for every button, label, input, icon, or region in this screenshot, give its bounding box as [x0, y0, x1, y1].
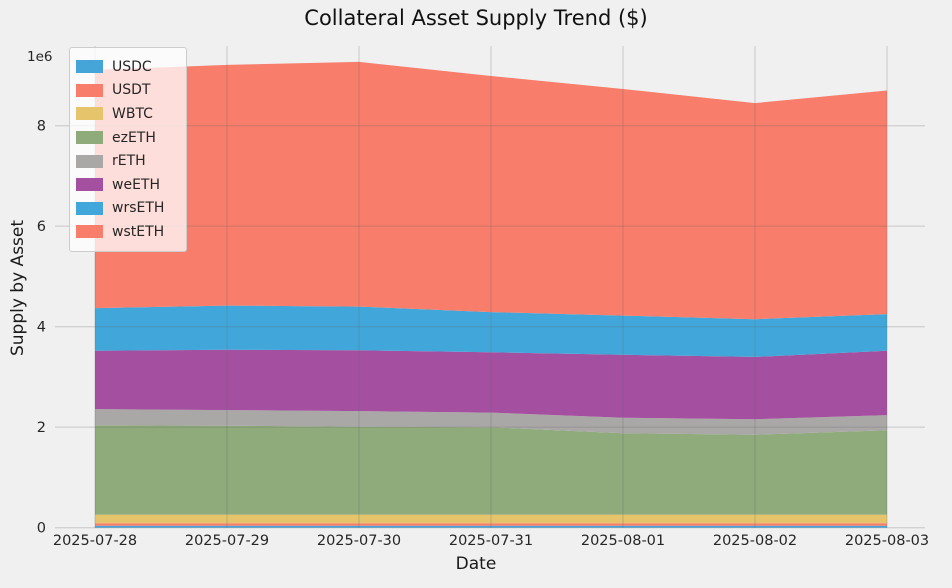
- legend-swatch-icon: [76, 225, 103, 239]
- legend-swatch-icon: [76, 60, 103, 74]
- x-tick-label: 2025-08-02: [713, 533, 797, 549]
- y-tick-label: 6: [37, 219, 46, 235]
- chart-legend: USDC USDT WBTC ezETH rETH weETH wrsETH wstETH: [69, 47, 187, 252]
- legend-swatch-icon: [76, 83, 103, 97]
- legend-swatch-icon: [76, 154, 103, 168]
- x-tick-label: 2025-08-03: [845, 533, 929, 549]
- area-ezETH: [95, 425, 887, 515]
- legend-item-wrsETH: wrsETH: [76, 197, 178, 221]
- area-rETH: [95, 409, 887, 435]
- legend-item-USDT: USDT: [76, 79, 178, 103]
- y-tick-label: 8: [37, 119, 46, 135]
- legend-swatch-icon: [76, 201, 103, 215]
- x-tick-label: 2025-07-29: [185, 533, 269, 549]
- legend-label: weETH: [112, 176, 160, 193]
- legend-label: ezETH: [112, 129, 156, 146]
- x-axis-label: Date: [455, 554, 497, 574]
- legend-label: USDC: [112, 58, 152, 75]
- x-tick-label: 2025-07-28: [53, 533, 137, 549]
- legend-item-rETH: rETH: [76, 149, 178, 173]
- legend-item-wstETH: wstETH: [76, 220, 178, 244]
- y-tick-label: 2: [37, 420, 46, 436]
- area-WBTC: [95, 514, 887, 524]
- y-axis-offset-label: 1e6: [27, 49, 53, 65]
- area-USDT: [95, 523, 887, 526]
- y-axis-label: Supply by Asset: [8, 219, 28, 357]
- area-USDC: [95, 525, 887, 528]
- area-weETH: [95, 349, 887, 420]
- y-tick-label: 0: [37, 521, 46, 537]
- area-wrsETH: [95, 305, 887, 357]
- legend-swatch-icon: [76, 107, 103, 121]
- legend-item-WBTC: WBTC: [76, 102, 178, 126]
- legend-label: rETH: [112, 153, 146, 170]
- legend-item-weETH: weETH: [76, 173, 178, 197]
- legend-label: wrsETH: [112, 200, 165, 217]
- x-tick-label: 2025-07-31: [449, 533, 533, 549]
- legend-item-ezETH: ezETH: [76, 126, 178, 150]
- x-tick-label: 2025-07-30: [317, 533, 401, 549]
- legend-swatch-icon: [76, 178, 103, 192]
- legend-label: WBTC: [112, 105, 153, 122]
- y-tick-label: 4: [37, 320, 46, 336]
- legend-label: USDT: [112, 82, 151, 99]
- legend-label: wstETH: [112, 223, 165, 240]
- chart-title: Collateral Asset Supply Trend ($): [304, 6, 648, 30]
- legend-swatch-icon: [76, 131, 103, 145]
- legend-item-USDC: USDC: [76, 55, 178, 79]
- x-tick-label: 2025-08-01: [581, 533, 665, 549]
- area-wstETH: [95, 61, 887, 320]
